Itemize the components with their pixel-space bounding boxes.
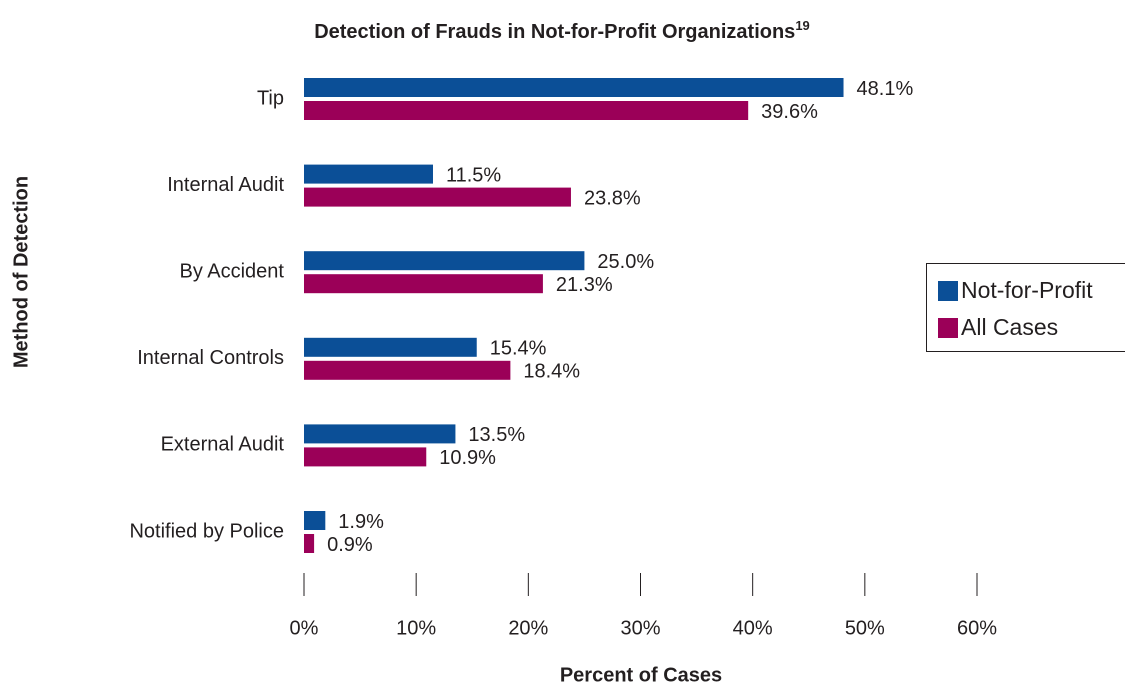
title-text: Detection of Frauds in Not-for-Profit Or… [314,21,795,43]
x-tick-label: 30% [620,617,660,639]
x-tick-label: 40% [733,617,773,639]
value-label: 21.3% [556,274,613,296]
y-tick-label: External Audit [161,434,285,456]
value-label: 23.8% [584,187,641,209]
value-label: 0.9% [327,534,373,556]
bar [304,164,433,184]
bar [304,274,543,294]
x-tick-label: 0% [290,617,319,639]
bar [304,187,571,207]
y-tick-label: By Accident [179,260,284,282]
x-tick-label: 20% [508,617,548,639]
value-label: 18.4% [523,361,580,383]
y-axis-label: Method of Detection [10,176,32,368]
title-superscript: 19 [795,18,809,33]
value-label: 48.1% [857,78,914,100]
bar [304,337,477,357]
legend-swatch [938,318,958,338]
y-tick-label: Notified by Police [129,520,284,542]
bar [304,101,749,120]
value-label: 13.5% [468,424,525,446]
value-label: 1.9% [338,511,384,533]
x-axis-label: Percent of Cases [560,664,722,686]
bar [304,534,315,553]
bar [304,360,511,380]
legend-label: Not-for-Profit [961,277,1093,303]
y-tick-label: Internal Audit [167,174,284,196]
x-tick-label: 60% [957,617,997,639]
x-tick-label: 50% [845,617,885,639]
value-label: 11.5% [446,164,501,186]
value-label: 15.4% [490,338,547,360]
legend-swatch [938,281,958,301]
bar [304,447,427,467]
bar [304,251,585,271]
value-label: 39.6% [761,101,818,123]
value-label: 10.9% [439,447,496,469]
value-label: 25.0% [597,251,654,273]
legend-label: All Cases [961,314,1058,340]
legend-box [926,263,1125,352]
y-tick-label: Internal Controls [137,347,284,369]
x-tick-label: 10% [396,617,436,639]
bar [304,424,456,444]
y-tick-label: Tip [257,87,284,109]
bar [304,511,326,530]
chart-title: Detection of Frauds in Not-for-Profit Or… [314,18,810,43]
bar [304,78,844,97]
